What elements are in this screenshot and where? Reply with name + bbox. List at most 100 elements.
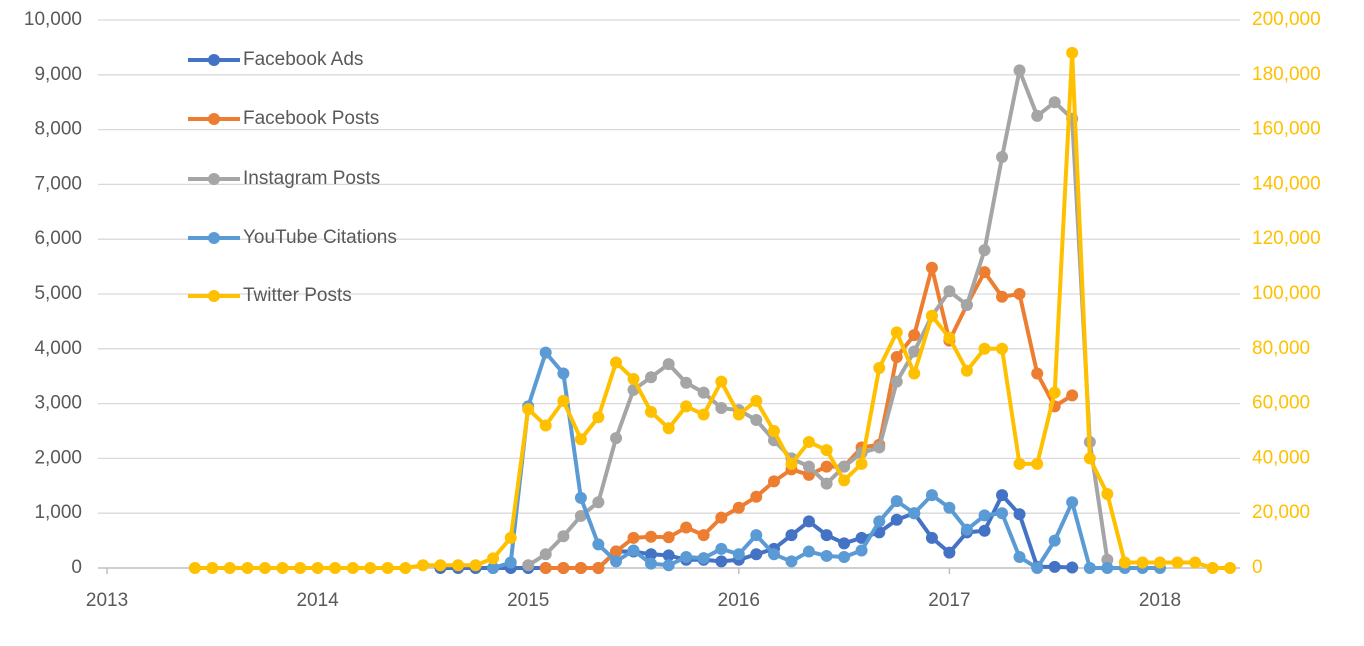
series-marker (557, 530, 570, 543)
series-marker (557, 562, 570, 574)
series-marker (1083, 452, 1096, 465)
legend-label: YouTube Citations (243, 227, 397, 248)
series-marker (574, 509, 587, 522)
series-marker (697, 552, 710, 565)
series-marker (925, 489, 938, 502)
series-marker (1031, 109, 1044, 122)
series-marker (504, 531, 517, 544)
series-marker (1066, 561, 1079, 574)
series-marker (680, 400, 693, 413)
series-marker (890, 351, 903, 364)
series-marker (610, 356, 623, 369)
series-marker (574, 491, 587, 504)
series (188, 46, 1237, 574)
series-marker (644, 405, 657, 418)
series-marker (1206, 562, 1219, 574)
series-marker (820, 460, 833, 473)
series-marker (732, 548, 745, 561)
series-marker (346, 562, 359, 574)
x-tick-label: 2013 (86, 590, 128, 611)
series-marker (838, 551, 851, 564)
y-tick-label: 8,000 (34, 119, 82, 140)
series-marker (715, 511, 728, 524)
series-marker (644, 371, 657, 384)
y2-tick-label: 100,000 (1252, 283, 1321, 304)
series-marker (908, 345, 921, 358)
series-marker (978, 524, 991, 537)
series-marker (838, 474, 851, 487)
x-tick-label: 2018 (1139, 590, 1181, 611)
y-tick-label: 9,000 (34, 64, 82, 85)
series-marker (539, 548, 552, 561)
series-marker (960, 298, 973, 311)
series-marker (610, 432, 623, 445)
x-tick-label: 2015 (507, 590, 549, 611)
series-marker (557, 367, 570, 380)
series-marker (1013, 64, 1026, 77)
series-marker (697, 408, 710, 421)
y2-tick-label: 80,000 (1252, 338, 1310, 359)
series-marker (996, 489, 1009, 502)
series-marker (890, 326, 903, 339)
series-marker (1048, 96, 1061, 109)
y-tick-label: 0 (71, 557, 82, 578)
y-tick-label: 2,000 (34, 447, 82, 468)
y2-tick-label: 160,000 (1252, 119, 1321, 140)
legend-marker (208, 232, 220, 244)
series-marker (1048, 386, 1061, 399)
series-marker (452, 559, 465, 572)
series-marker (908, 507, 921, 520)
series-marker (960, 364, 973, 377)
y2-tick-label: 180,000 (1252, 64, 1321, 85)
series-marker (785, 457, 798, 470)
y-tick-label: 6,000 (34, 228, 82, 249)
series-marker (732, 501, 745, 514)
series-marker (1066, 496, 1079, 509)
series-marker (1031, 367, 1044, 380)
series-marker (1048, 534, 1061, 547)
series-marker (767, 548, 780, 561)
y2-tick-label: 120,000 (1252, 228, 1321, 249)
series-marker (820, 477, 833, 490)
series-marker (697, 386, 710, 399)
series-marker (662, 549, 675, 562)
series-marker (925, 309, 938, 322)
series-marker (890, 375, 903, 388)
series-marker (1101, 553, 1114, 566)
series-marker (627, 544, 640, 557)
series-marker (311, 562, 324, 574)
legend-label: Instagram Posts (243, 168, 380, 189)
series-marker (873, 515, 886, 528)
series-marker (206, 562, 219, 574)
series-marker (1013, 457, 1026, 470)
x-tick-label: 2017 (928, 590, 970, 611)
series-marker (802, 545, 815, 558)
series-marker (188, 562, 201, 574)
series-marker (522, 559, 535, 572)
series-marker (855, 531, 868, 544)
series-marker (943, 331, 956, 344)
series-marker (1136, 556, 1149, 569)
series-marker (592, 562, 605, 574)
series-marker (522, 403, 535, 416)
legend-marker (208, 290, 220, 302)
series-marker (539, 419, 552, 432)
series-marker (785, 555, 798, 568)
series-marker (767, 425, 780, 437)
series-marker (996, 290, 1009, 303)
legend-label: Facebook Ads (243, 49, 363, 70)
series-marker (978, 244, 991, 257)
series-marker (715, 401, 728, 414)
series-marker (662, 531, 675, 544)
series-marker (978, 266, 991, 279)
series-marker (644, 557, 657, 570)
series-marker (715, 542, 728, 555)
series-marker (820, 529, 833, 542)
y2-tick-label: 0 (1252, 557, 1263, 578)
series-marker (592, 411, 605, 424)
series-marker (855, 544, 868, 557)
series-marker (1048, 560, 1061, 573)
series-marker (908, 367, 921, 380)
series-marker (1189, 556, 1202, 569)
series-marker (223, 562, 236, 574)
